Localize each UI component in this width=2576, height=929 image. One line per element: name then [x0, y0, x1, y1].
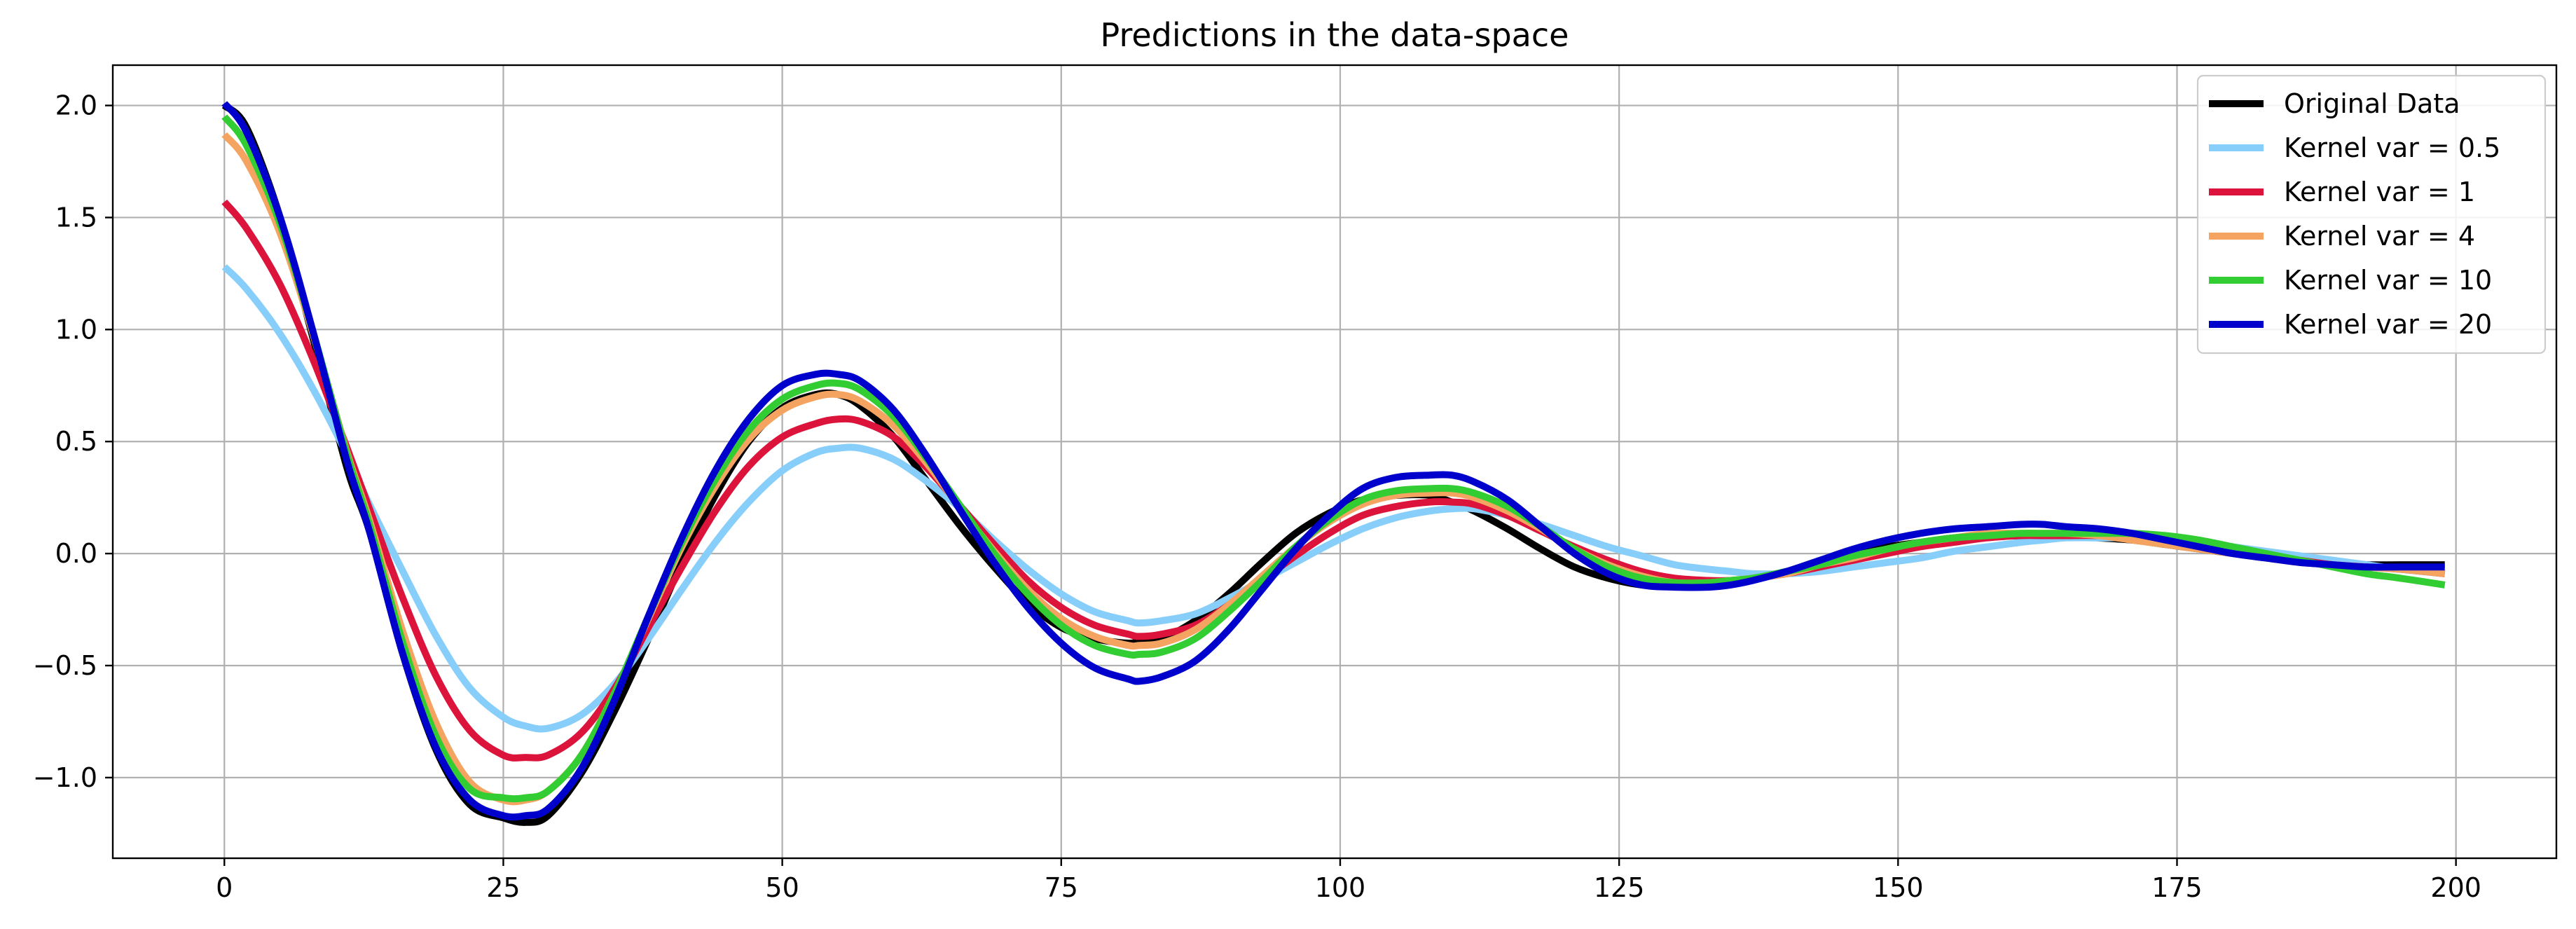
legend-label-3: Kernel var = 4: [2284, 221, 2475, 252]
x-tick-label: 150: [1873, 872, 1924, 903]
grid: [113, 65, 2556, 858]
x-tick-label: 100: [1315, 872, 1366, 903]
series-line-1: [221, 264, 2446, 733]
legend-label-5: Kernel var = 20: [2284, 309, 2492, 340]
x-tick-label: 200: [2430, 872, 2481, 903]
legend-label-1: Kernel var = 0.5: [2284, 132, 2500, 163]
y-tick-label: 0.0: [55, 538, 97, 569]
series-line-5: [221, 101, 2445, 821]
axis-ticks: 0 25 50 75 100 125 150 175 200 2.0 1.5 1.0 0.5 0.0 −0.…: [33, 90, 2481, 903]
legend-box: [2196, 74, 2547, 355]
legend-label-0: Original Data: [2284, 88, 2460, 119]
y-tick-label: −0.5: [33, 650, 97, 681]
x-tick-label: 25: [486, 872, 520, 903]
y-tick-label: 1.5: [55, 202, 97, 233]
plot-area-frame: [111, 64, 2558, 860]
y-tick-label: 1.0: [55, 314, 97, 345]
x-tick-label: 175: [2151, 872, 2203, 903]
x-tick-label: 50: [765, 872, 799, 903]
chart-title: Predictions in the data-space: [1101, 16, 1569, 54]
y-tick-label: −1.0: [33, 762, 97, 793]
y-tick-label: 0.5: [55, 426, 97, 457]
x-tick-label: 125: [1594, 872, 1645, 903]
y-tick-label: 2.0: [55, 90, 97, 121]
series-line-4: [221, 114, 2446, 803]
series-line-0: [221, 102, 2445, 826]
legend-label-2: Kernel var = 1: [2284, 177, 2475, 207]
series-line-2: [221, 199, 2446, 762]
legend: Original Data Kernel var = 0.5 Kernel var …: [2196, 74, 2547, 355]
x-tick-label: 75: [1045, 872, 1078, 903]
series-line-3: [221, 132, 2446, 806]
series-lines: [221, 101, 2446, 826]
legend-label-4: Kernel var = 10: [2284, 265, 2492, 296]
x-tick-label: 0: [216, 872, 233, 903]
